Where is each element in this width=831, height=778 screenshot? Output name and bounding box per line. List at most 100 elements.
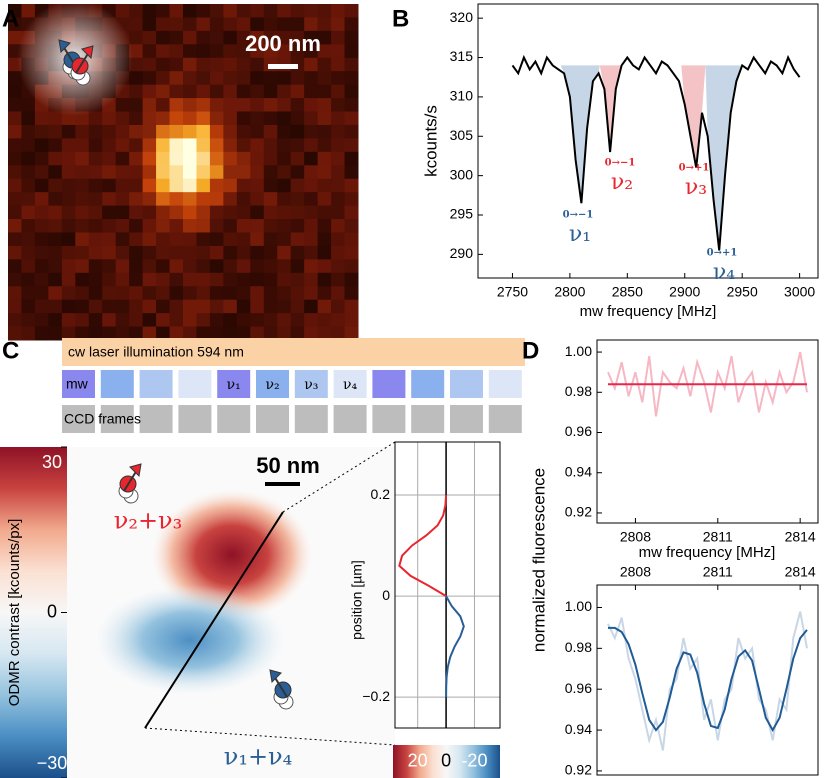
image-pixel xyxy=(75,219,90,233)
image-pixel xyxy=(142,138,157,153)
image-pixel xyxy=(21,151,36,166)
image-pixel xyxy=(8,71,22,86)
image-pixel xyxy=(196,4,211,18)
zoom-line xyxy=(282,441,396,513)
data-line xyxy=(398,495,448,597)
image-pixel xyxy=(8,4,22,18)
icon-arrow xyxy=(269,669,282,684)
y-tick-label: 1.00 xyxy=(565,598,592,614)
image-pixel xyxy=(196,192,211,207)
image-pixel xyxy=(236,259,251,274)
image-pixel xyxy=(129,219,144,233)
data-line xyxy=(607,611,808,751)
image-pixel xyxy=(250,192,265,207)
image-pixel xyxy=(169,30,184,45)
image-pixel xyxy=(48,259,63,274)
image-pixel xyxy=(196,111,211,126)
image-pixel xyxy=(169,205,184,220)
image-pixel xyxy=(317,232,332,247)
image-pixel xyxy=(263,192,278,207)
image-pixel xyxy=(250,44,265,59)
image-pixel xyxy=(102,232,117,247)
image-pixel xyxy=(169,138,184,153)
image-pixel xyxy=(88,165,103,180)
image-pixel xyxy=(34,245,49,260)
image-pixel xyxy=(304,299,319,314)
image-pixel xyxy=(156,178,171,193)
image-pixel xyxy=(277,219,292,233)
image-pixel xyxy=(290,326,305,341)
image-pixel xyxy=(209,84,224,99)
image-pixel xyxy=(304,151,319,166)
image-pixel xyxy=(156,124,171,139)
image-pixel xyxy=(156,313,171,328)
image-pixel xyxy=(48,151,63,166)
image-pixel xyxy=(102,192,117,207)
image-pixel xyxy=(344,165,359,180)
x-axis-label: mw frequency [MHz] xyxy=(639,544,776,561)
image-pixel xyxy=(223,178,238,193)
image-pixel xyxy=(304,245,319,260)
y-tick-label: 0.92 xyxy=(565,762,592,778)
image-pixel xyxy=(142,17,157,32)
image-pixel xyxy=(21,111,36,126)
image-pixel xyxy=(129,299,144,314)
image-pixel xyxy=(331,124,346,139)
image-pixel xyxy=(115,111,130,126)
x-tick-label: 2750 xyxy=(497,284,528,300)
image-pixel xyxy=(21,259,36,274)
image-pixel xyxy=(209,178,224,193)
image-pixel xyxy=(75,124,90,139)
image-pixel xyxy=(48,165,63,180)
image-pixel xyxy=(88,138,103,153)
image-pixel xyxy=(236,326,251,341)
image-pixel xyxy=(250,111,265,126)
y-axis-label: normalized fluorescence xyxy=(529,468,548,652)
image-pixel xyxy=(236,232,251,247)
image-pixel xyxy=(142,326,157,341)
image-pixel xyxy=(277,232,292,247)
image-pixel xyxy=(61,299,76,314)
image-pixel xyxy=(277,259,292,274)
image-pixel xyxy=(250,205,265,220)
image-pixel xyxy=(317,245,332,260)
image-pixel xyxy=(196,71,211,86)
image-pixel xyxy=(129,272,144,287)
image-pixel xyxy=(344,326,359,341)
mw-pulse xyxy=(488,370,522,398)
image-pixel xyxy=(129,98,144,113)
image-pixel xyxy=(88,299,103,314)
image-pixel xyxy=(8,84,22,99)
image-pixel xyxy=(196,30,211,45)
image-pixel xyxy=(331,71,346,86)
image-pixel xyxy=(236,57,251,72)
image-pixel xyxy=(115,299,130,314)
image-pixel xyxy=(129,30,144,45)
image-pixel xyxy=(34,326,49,341)
image-pixel xyxy=(142,84,157,99)
image-pixel xyxy=(223,326,238,341)
image-pixel xyxy=(48,111,63,126)
image-pixel xyxy=(8,178,22,193)
image-pixel xyxy=(236,17,251,32)
image-pixel xyxy=(236,71,251,86)
mw-pulse xyxy=(450,370,483,398)
image-pixel xyxy=(304,57,319,72)
mw-pulse xyxy=(411,370,445,398)
mw-pulse xyxy=(62,370,95,398)
image-pixel xyxy=(183,138,197,153)
image-pixel xyxy=(196,44,211,59)
image-pixel xyxy=(344,313,359,328)
image-pixel xyxy=(34,272,49,287)
image-pixel xyxy=(277,178,292,193)
image-pixel xyxy=(223,259,238,274)
image-pixel xyxy=(290,84,305,99)
image-pixel xyxy=(142,232,157,247)
x-tick-label: 2808 xyxy=(620,529,651,545)
image-pixel xyxy=(75,165,90,180)
image-pixel xyxy=(8,17,22,32)
image-pixel xyxy=(250,232,265,247)
peak-label: ν₄ xyxy=(713,260,735,285)
colorbar xyxy=(0,447,67,778)
mw-pulse xyxy=(294,370,328,398)
